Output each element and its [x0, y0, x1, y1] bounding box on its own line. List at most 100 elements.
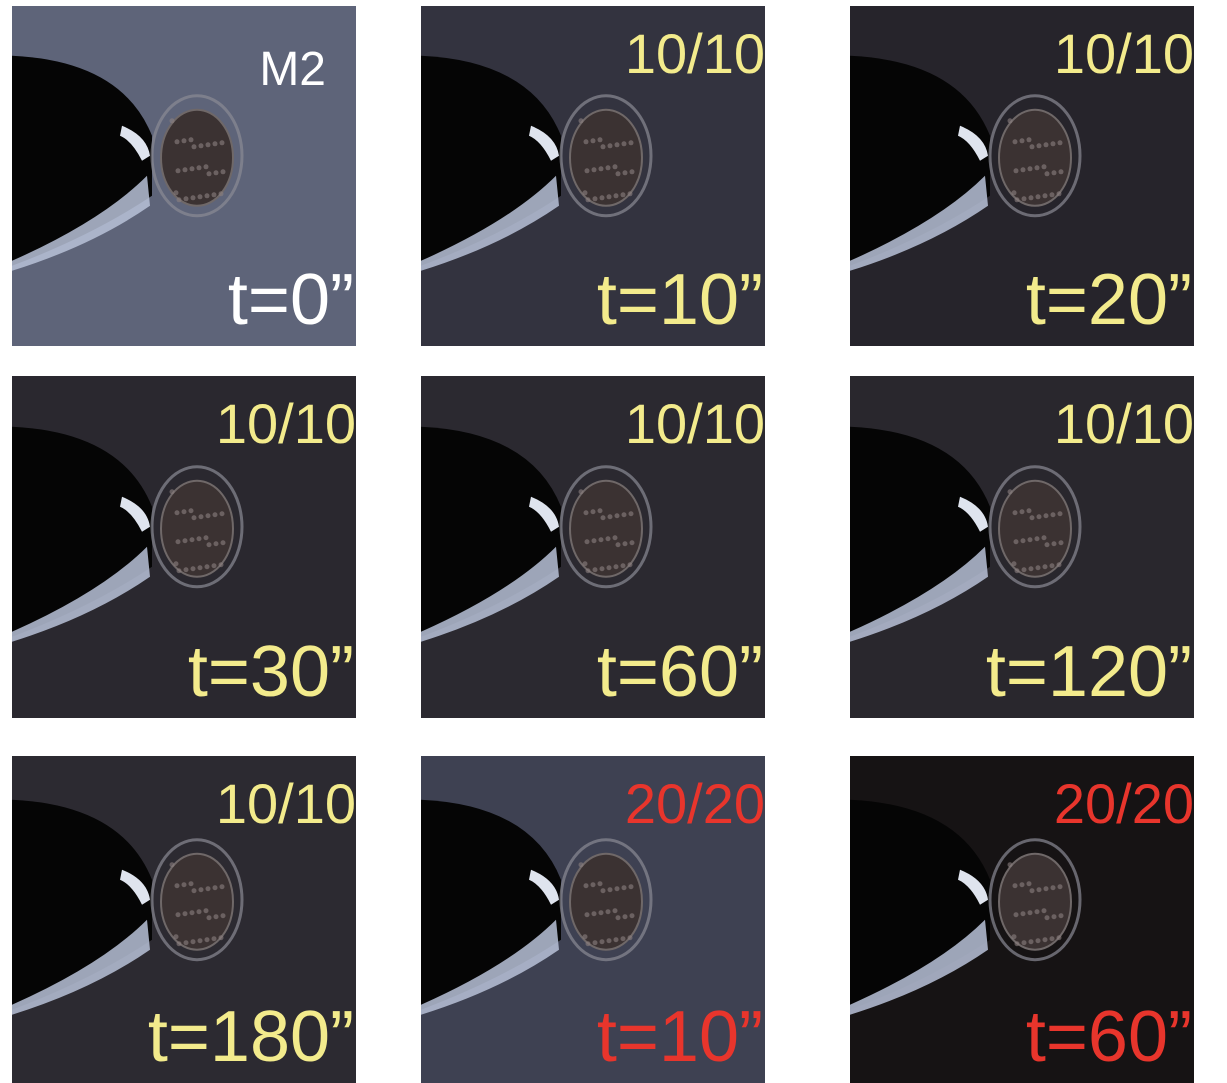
- granule: [1027, 881, 1032, 886]
- granule: [1021, 911, 1026, 916]
- granule: [1058, 884, 1063, 889]
- granule: [177, 941, 182, 946]
- granule: [1014, 168, 1019, 173]
- granule: [593, 940, 598, 945]
- micrograph-panel: 10/10t=30”: [12, 376, 356, 718]
- granule: [628, 191, 633, 196]
- granule: [615, 886, 620, 891]
- ratio-label: 10/10: [1054, 26, 1194, 82]
- granule: [197, 909, 202, 914]
- granule: [212, 192, 217, 197]
- granule: [221, 913, 226, 918]
- granule: [183, 538, 188, 543]
- granule: [174, 934, 179, 939]
- granule: [198, 565, 203, 570]
- granule: [628, 935, 633, 940]
- granule: [205, 193, 210, 198]
- granule: [592, 538, 597, 543]
- oocyte: [999, 110, 1071, 206]
- granule: [1013, 510, 1018, 515]
- granule: [616, 171, 621, 176]
- granule: [214, 170, 219, 175]
- granule: [190, 537, 195, 542]
- granule: [1012, 561, 1017, 566]
- granule: [623, 541, 628, 546]
- granule: [177, 568, 182, 573]
- granule: [607, 194, 612, 199]
- granule: [621, 936, 626, 941]
- granule: [1028, 537, 1033, 542]
- oocyte: [161, 481, 233, 577]
- time-label: t=180”: [148, 1001, 354, 1073]
- granule: [579, 862, 584, 867]
- granule: [1029, 195, 1034, 200]
- oocyte: [161, 854, 233, 950]
- granule: [1030, 144, 1035, 149]
- granule: [199, 143, 204, 148]
- granule: [1014, 539, 1019, 544]
- granule: [204, 908, 209, 913]
- granule: [621, 563, 626, 568]
- granule: [219, 562, 224, 567]
- granule: [615, 513, 620, 518]
- granule: [191, 939, 196, 944]
- granule: [622, 885, 627, 890]
- granule: [174, 190, 179, 195]
- granule: [183, 167, 188, 172]
- granule: [607, 565, 612, 570]
- granule: [192, 515, 197, 520]
- granule: [190, 166, 195, 171]
- time-label: t=60”: [1026, 1001, 1192, 1073]
- figure: {"panels": [ {"top": "M2", "time": "t=0”…: [0, 0, 1227, 1083]
- granule: [614, 564, 619, 569]
- granule: [177, 197, 182, 202]
- granule: [584, 139, 589, 144]
- granule: [182, 882, 187, 887]
- granule: [593, 196, 598, 201]
- granule: [170, 489, 175, 494]
- ratio-label: M2: [259, 46, 326, 94]
- granule: [600, 566, 605, 571]
- granule: [1036, 565, 1041, 570]
- micrograph-panel: 10/10t=120”: [850, 376, 1194, 718]
- granule: [616, 542, 621, 547]
- granule: [1015, 568, 1020, 573]
- granule: [1037, 514, 1042, 519]
- granule: [628, 562, 633, 567]
- granule: [584, 883, 589, 888]
- granule: [629, 884, 634, 889]
- granule: [1028, 910, 1033, 915]
- granule: [1021, 167, 1026, 172]
- granule: [606, 536, 611, 541]
- granule: [1042, 535, 1047, 540]
- granule: [1021, 538, 1026, 543]
- granule: [613, 535, 618, 540]
- granule: [1057, 935, 1062, 940]
- time-label: t=120”: [986, 636, 1192, 708]
- granule: [591, 509, 596, 514]
- granule: [1008, 118, 1013, 123]
- granule: [630, 540, 635, 545]
- granule: [204, 164, 209, 169]
- granule: [207, 915, 212, 920]
- granule: [189, 137, 194, 142]
- granule: [1012, 190, 1017, 195]
- granule: [608, 143, 613, 148]
- granule: [219, 935, 224, 940]
- granule: [583, 561, 588, 566]
- granule: [1022, 567, 1027, 572]
- granule: [199, 514, 204, 519]
- granule: [1035, 536, 1040, 541]
- oocyte: [570, 481, 642, 577]
- granule: [1043, 937, 1048, 942]
- granule: [170, 862, 175, 867]
- granule: [206, 142, 211, 147]
- granule: [1028, 166, 1033, 171]
- granule: [1014, 912, 1019, 917]
- granule: [1030, 888, 1035, 893]
- granule: [622, 512, 627, 517]
- granule: [206, 886, 211, 891]
- granule: [585, 912, 590, 917]
